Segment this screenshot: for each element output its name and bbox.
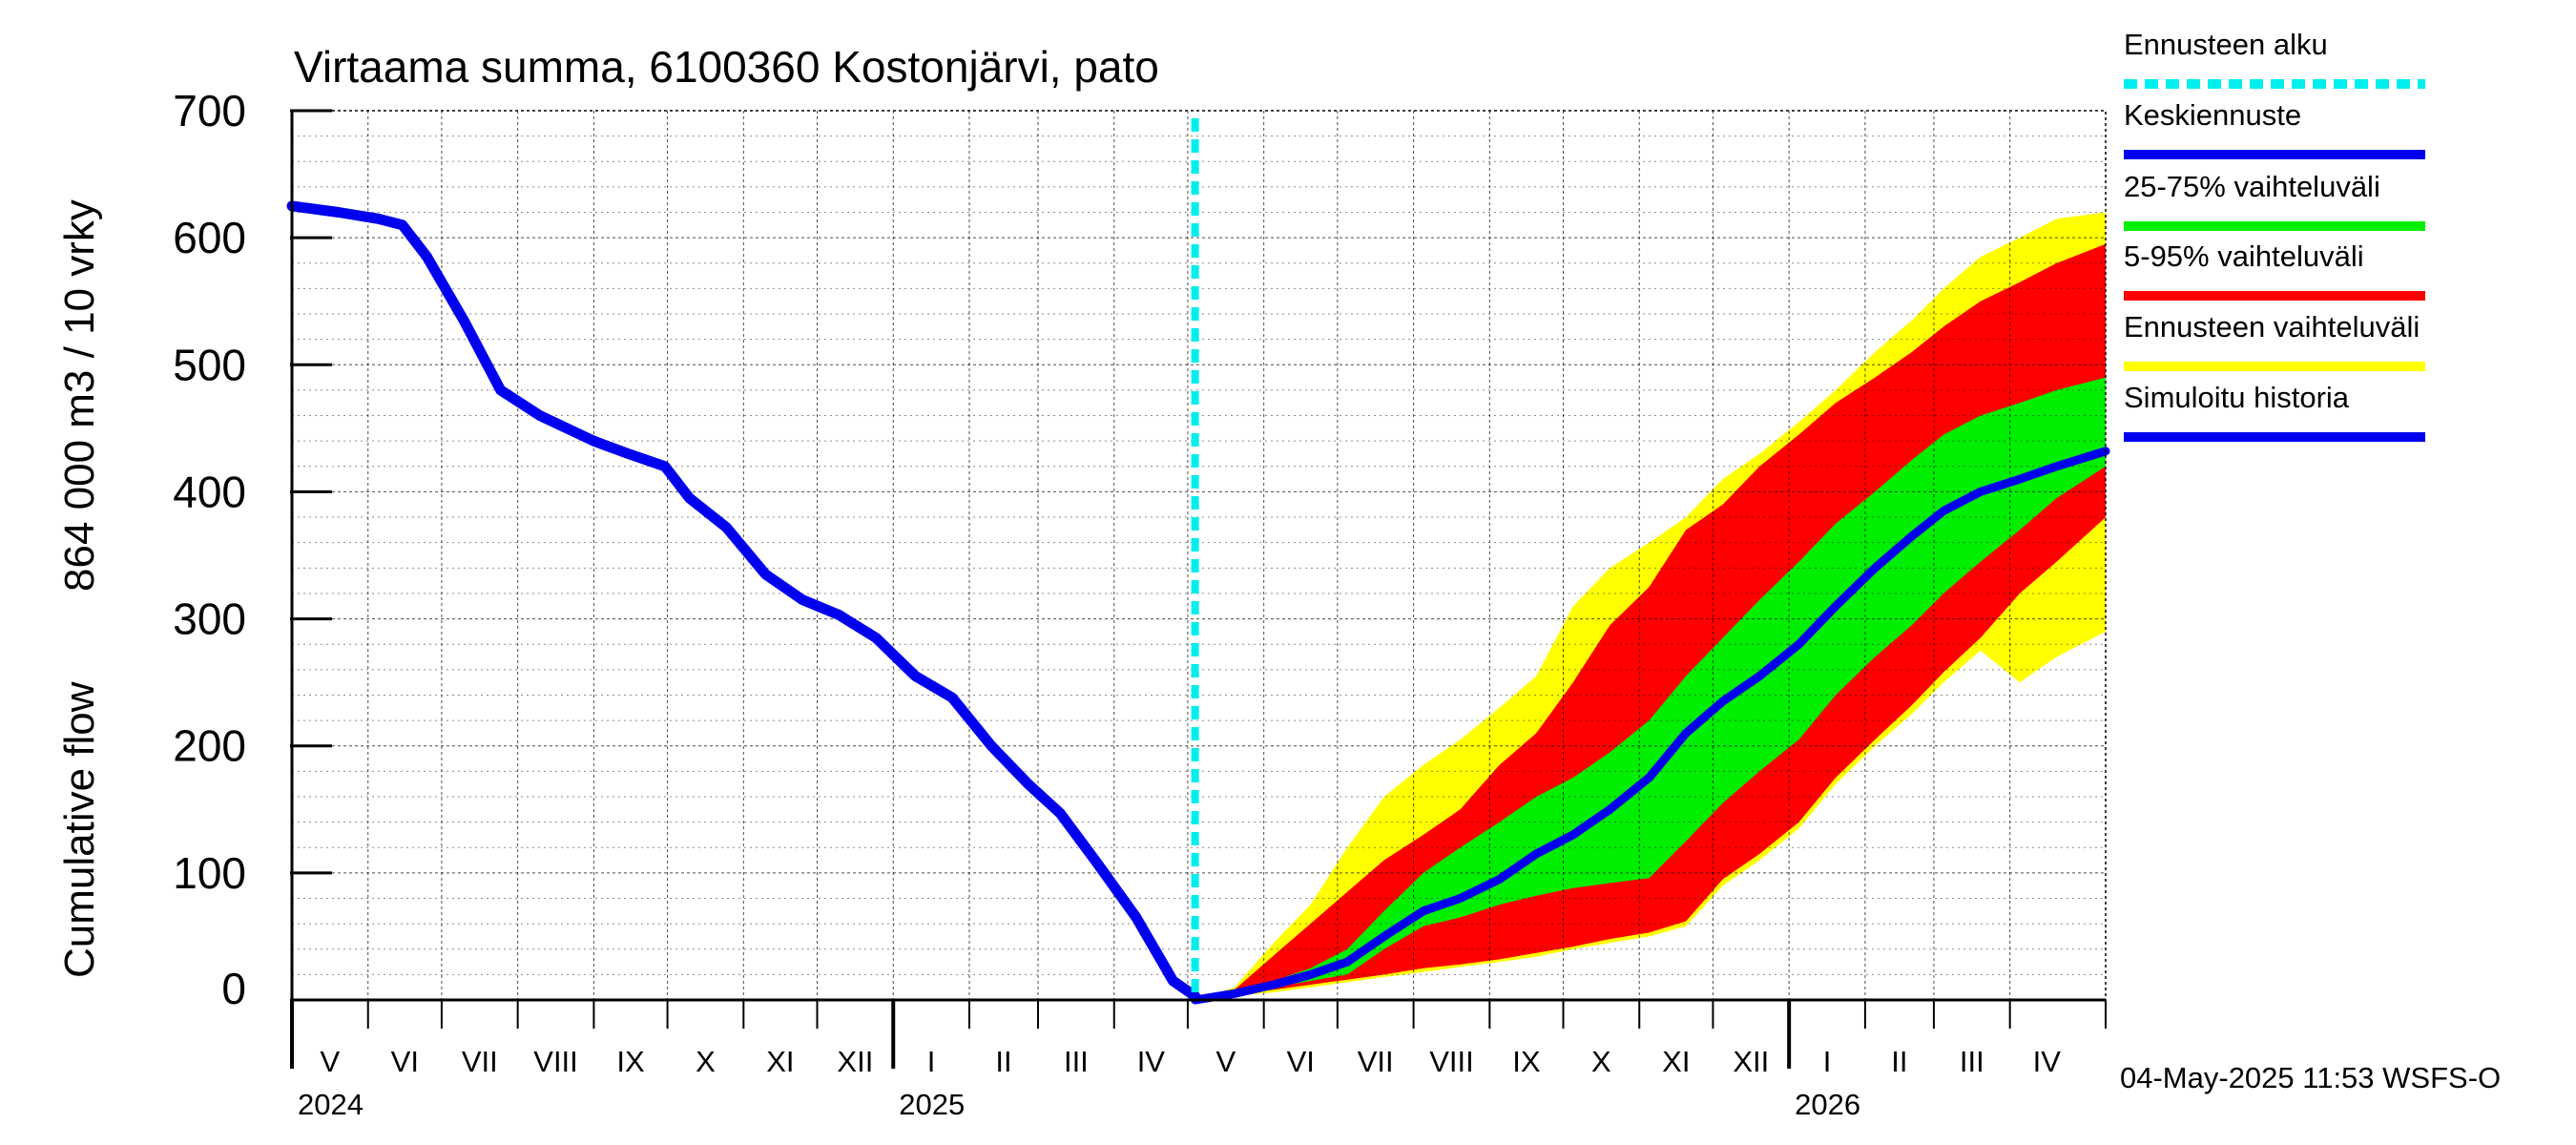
axes <box>290 109 2107 1069</box>
month-label: III <box>1064 1045 1089 1078</box>
month-label: IX <box>616 1045 645 1078</box>
month-label: X <box>696 1045 716 1078</box>
y-tick-label: 600 <box>173 213 246 262</box>
month-label: XII <box>1733 1045 1769 1078</box>
plot-frame <box>291 110 2107 1001</box>
y-tick-label: 500 <box>173 340 246 389</box>
year-label: 2024 <box>298 1088 364 1121</box>
month-label: VII <box>1358 1045 1394 1078</box>
timestamp-label: 04-May-2025 11:53 WSFS-O <box>2120 1061 2501 1094</box>
y-tick-label: 100 <box>173 848 246 898</box>
month-label: IV <box>1137 1045 1166 1078</box>
forecast-bands <box>1195 212 2106 1001</box>
month-labels: V VI VII VIII IX X XI XII I II III IV V VI VII VIII IX X X… <box>321 1045 2062 1078</box>
month-label: VI <box>391 1045 419 1078</box>
legend-label-keskiennuste: Keskiennuste <box>2124 98 2301 132</box>
band-25-75-vaihteluv-li <box>1195 377 2106 1001</box>
month-label: V <box>1215 1045 1236 1078</box>
history-line <box>286 200 1201 1002</box>
band-5-95-vaihteluv-li <box>1195 243 2106 1001</box>
y-tick-label: 300 <box>173 594 246 644</box>
month-label: X <box>1591 1045 1611 1078</box>
y-axis-label-line2: 864 000 m3 / 10 vrky <box>56 199 103 592</box>
month-label: XII <box>837 1045 873 1078</box>
legend-label-simuloitu-historia: Simuloitu historia <box>2124 381 2350 414</box>
data-lines <box>286 118 2110 1005</box>
month-label: II <box>995 1045 1011 1078</box>
month-label: VI <box>1287 1045 1315 1078</box>
month-label: XI <box>1662 1045 1690 1078</box>
y-tick-label: 0 <box>221 964 246 1013</box>
year-labels: 2024 2025 2026 <box>298 1088 1860 1121</box>
month-label: XI <box>766 1045 794 1078</box>
month-label: IX <box>1512 1045 1541 1078</box>
y-tick-label: 700 <box>173 86 246 135</box>
chart-title: Virtaama summa, 6100360 Kostonjärvi, pat… <box>294 42 1159 92</box>
y-tick-label: 400 <box>173 467 246 516</box>
month-label: VIII <box>1429 1045 1474 1078</box>
legend-label-25-75-vaihteluv-li: 25-75% vaihteluväli <box>2124 170 2380 203</box>
grid-lines <box>292 110 2106 1000</box>
month-label: IV <box>2033 1045 2062 1078</box>
year-label: 2025 <box>899 1088 965 1121</box>
median-forecast-line <box>1191 447 2110 1005</box>
month-label: II <box>1891 1045 1907 1078</box>
legend: Ennusteen alku Keskiennuste 25-75% vaihtel… <box>2124 28 2425 442</box>
month-label: I <box>1823 1045 1832 1078</box>
month-label: V <box>321 1045 341 1078</box>
legend-label-ennusteen-vaihteluv-li: Ennusteen vaihteluväli <box>2124 310 2420 344</box>
month-label: III <box>1960 1045 1984 1078</box>
legend-label-ennusteen-alku: Ennusteen alku <box>2124 28 2328 61</box>
legend-label-5-95-vaihteluv-li: 5-95% vaihteluväli <box>2124 239 2364 273</box>
month-label: I <box>927 1045 936 1078</box>
y-tick-labels: 0 100 200 300 400 500 600 700 <box>173 86 246 1013</box>
y-tick-label: 200 <box>173 721 246 771</box>
month-label: VIII <box>533 1045 578 1078</box>
year-label: 2026 <box>1795 1088 1860 1121</box>
y-axis-label-line1: Cumulative flow <box>56 681 103 978</box>
month-label: VII <box>462 1045 498 1078</box>
